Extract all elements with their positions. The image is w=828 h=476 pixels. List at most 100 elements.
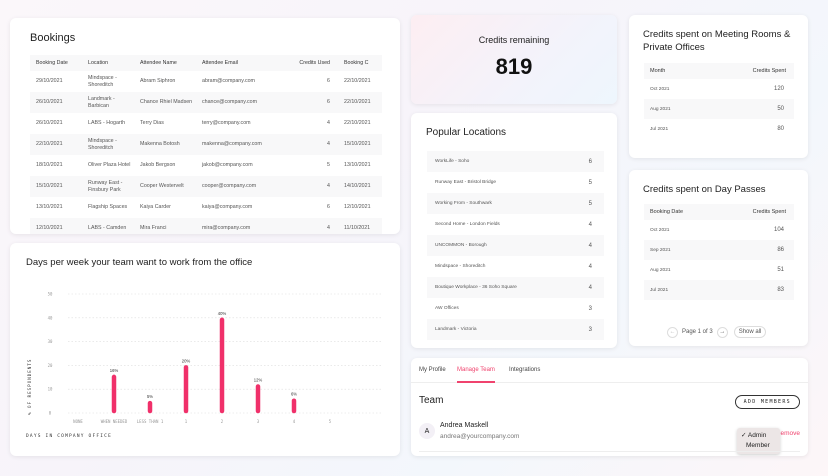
list-item[interactable]: WorkLife - Soho 6 (427, 151, 604, 172)
location-count: 4 (567, 235, 604, 256)
table-cell: abram@company.com (202, 78, 255, 85)
list-item[interactable]: Working From - Southwark 5 (427, 193, 604, 214)
y-axis-label: % OF RESPONDENTS (27, 359, 32, 415)
location-name: WorkLife - Soho (427, 151, 568, 172)
location-count: 5 (588, 179, 592, 186)
x-tick-label: 3 (257, 419, 260, 424)
chart-title: Days per week your team want to work fro… (26, 257, 253, 268)
table-cell: 22/10/2021 (344, 120, 371, 127)
divider (419, 451, 800, 452)
add-members-button[interactable]: ADD MEMBERS (734, 395, 800, 409)
table-cell: chance@company.com (196, 92, 288, 113)
table-row[interactable]: 22/10/2021 Mindspace - Shoreditch Makenna … (30, 134, 382, 155)
tab-integrations[interactable]: Integrations (509, 367, 541, 373)
day-passes-table: Booking Date Credits Spent Oct 2021 104 Sep … (644, 204, 794, 300)
page-indicator: Page 1 of 3 (682, 329, 713, 335)
location-name: Second Home - London Fields (435, 222, 500, 227)
data-label: 20% (182, 358, 191, 363)
table-cell: 12/10/2021 (30, 218, 82, 234)
table-row[interactable]: 12/10/2021 LABS - Camden Mira Franci mira@c… (30, 218, 382, 234)
table-cell: 12/10/2021 (344, 204, 371, 211)
table-cell: Makenna Botosh (134, 134, 196, 155)
table-cell: 14/10/2021 (338, 176, 382, 197)
table-cell: 22/10/2021 (344, 78, 371, 85)
table-row[interactable]: 26/10/2021 LABS - Hogarth Terry Dias terry@… (30, 113, 382, 134)
list-item[interactable]: AW Offices 3 (427, 298, 604, 319)
column-header: Booking Date (30, 55, 82, 71)
list-item[interactable]: Second Home - London Fields 4 (427, 214, 604, 235)
column-header: Credits Spent (697, 63, 794, 79)
location-count: 4 (588, 263, 592, 270)
tab-manage-team[interactable]: Manage Team (457, 367, 495, 373)
credits-remaining-value: 819 (495, 54, 533, 79)
list-item[interactable]: Boutique Workplace - 36 Soho Square 4 (427, 277, 604, 298)
table-cell: 120 (773, 86, 784, 92)
location-name: Mindspace - Shoreditch (435, 264, 486, 269)
table-cell: Mira Franci (134, 218, 196, 234)
table-row: Oct 2021 120 (644, 79, 794, 99)
y-tick-label: 50 (48, 292, 53, 297)
team-title: Team (419, 395, 444, 406)
location-name: Boutique Workplace - 36 Soho Square (427, 277, 568, 298)
table-cell: Runway East - Finsbury Park (82, 176, 134, 197)
table-cell: Abram Siphron (140, 78, 176, 85)
table-cell: 6 (327, 204, 330, 211)
table-cell: 26/10/2021 (30, 92, 82, 113)
remove-member-link[interactable]: Remove (775, 430, 800, 437)
show-all-button[interactable]: Show all (733, 326, 767, 338)
table-cell: Chance Rhiel Madsen (134, 92, 196, 113)
list-item[interactable]: Mindspace - Shoreditch 4 (427, 256, 604, 277)
table-cell: Aug 2021 (650, 267, 671, 273)
table-row[interactable]: 15/10/2021 Runway East - Finsbury Park Coo… (30, 176, 382, 197)
table-row[interactable]: 26/10/2021 Landmark - Barbican Chance Rhie… (30, 92, 382, 113)
meeting-rooms-card: Credits spent on Meeting Rooms & Private… (629, 15, 808, 158)
column-header: Credits Used (288, 55, 338, 71)
member-name: Andrea Maskell (440, 422, 489, 429)
list-item[interactable]: Landmark - Victoria 3 (427, 319, 604, 340)
column-header: Attendee Email (196, 55, 288, 71)
popular-locations-card: Popular Locations WorkLife - Soho 6 Runway… (411, 113, 617, 348)
table-cell: Jul 2021 (644, 280, 712, 300)
table-cell: 6 (288, 92, 338, 113)
next-page-button[interactable]: → (716, 326, 728, 338)
table-cell: Kaiya Carder (140, 204, 171, 211)
y-tick-label: 0 (49, 411, 52, 416)
column-header: Attendee Name (134, 55, 196, 71)
table-cell: Landmark - Barbican (82, 92, 134, 113)
table-cell: 11/10/2021 (338, 218, 382, 234)
table-cell: 83 (711, 280, 794, 300)
table-row[interactable]: 13/10/2021 Flagship Spaces Kaiya Carder kai… (30, 197, 382, 218)
bookings-table: Booking Date Location Attendee Name Attende… (30, 55, 382, 234)
data-label: 12% (254, 377, 263, 382)
location-name: AW Offices (435, 306, 459, 311)
role-option-admin[interactable]: ✓ Admin (741, 432, 767, 439)
x-axis-label: DAYS IN COMPANY OFFICE (26, 433, 112, 439)
x-tick-label: NONE (73, 419, 83, 424)
list-item[interactable]: UNCOMMON - Borough 4 (427, 235, 604, 256)
table-cell: makenna@company.com (196, 134, 288, 155)
table-cell: 15/10/2021 (338, 134, 382, 155)
table-row[interactable]: 29/10/2021 Mindspace - Shoreditch Abram Si… (30, 71, 382, 92)
table-cell: kaiya@company.com (202, 204, 253, 211)
tab-my-profile[interactable]: My Profile (419, 367, 446, 373)
table-cell: mira@company.com (196, 218, 288, 234)
role-dropdown-menu: ✓ Admin Member (737, 428, 780, 454)
table-cell: Terry Dias (140, 120, 164, 127)
location-count: 4 (567, 277, 604, 298)
table-cell: 13/10/2021 (344, 162, 371, 169)
x-tick-label: 1 (185, 419, 188, 424)
table-cell: 13/10/2021 (36, 204, 63, 211)
prev-page-button[interactable]: ← (667, 326, 678, 338)
active-tab-underline (457, 381, 495, 383)
bookings-card: Bookings Booking Date Location Attendee Na… (10, 18, 400, 234)
table-cell: 15/10/2021 (30, 176, 82, 197)
popular-locations-title: Popular Locations (426, 127, 507, 138)
table-row[interactable]: 18/10/2021 Oliver Plaza Hotel Jakob Bergso… (30, 155, 382, 176)
list-item[interactable]: Runway East - Bristol Bridge 5 (427, 172, 604, 193)
table-row: Jul 2021 83 (644, 280, 794, 300)
role-option-member[interactable]: Member (746, 442, 770, 449)
table-cell: Aug 2021 (644, 99, 698, 119)
table-row: Sep 2021 86 (644, 240, 794, 260)
day-passes-title: Credits spent on Day Passes (643, 184, 766, 195)
